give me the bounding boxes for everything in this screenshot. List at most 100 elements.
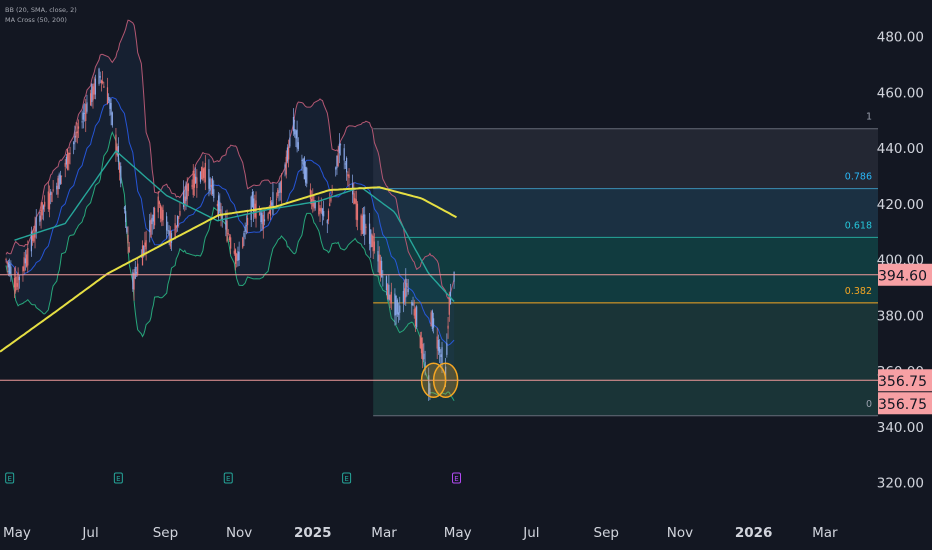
- candle-body: [208, 169, 210, 189]
- time-tick-label: Sep: [594, 525, 619, 541]
- candle-body: [319, 208, 321, 212]
- candle-body: [144, 242, 146, 247]
- candle-body: [123, 207, 125, 210]
- candle-body: [396, 299, 398, 315]
- time-tick-label: Sep: [153, 525, 178, 541]
- candle-body: [210, 184, 212, 187]
- candle-body: [430, 312, 432, 327]
- candle-body: [414, 308, 417, 327]
- candle-body: [432, 318, 435, 328]
- candle-body: [228, 236, 231, 241]
- highlight-circles[interactable]: [420, 362, 459, 399]
- candle-body: [226, 220, 228, 242]
- candle-body: [145, 240, 147, 250]
- fibonacci-retracement[interactable]: 1 0.786 0.618 0.382 0: [373, 112, 878, 417]
- earnings-marker-label: E: [7, 475, 11, 483]
- price-tick-label: 320.00: [877, 476, 924, 492]
- earnings-marker-label: E: [344, 475, 348, 483]
- candle-body: [182, 190, 185, 207]
- fib-zone: [373, 128, 878, 189]
- candle-body: [99, 76, 101, 78]
- time-axis[interactable]: May Jul Sep Nov 2025 Mar May Jul Sep Nov 2026 Mar: [3, 525, 838, 541]
- candle-body: [59, 175, 61, 184]
- candle-body: [57, 178, 59, 195]
- candle-body: [280, 180, 282, 193]
- horizontal-lines[interactable]: [0, 274, 878, 381]
- candle-body: [18, 276, 20, 281]
- candle-body: [158, 201, 161, 205]
- candle-body: [220, 209, 222, 218]
- candle-body: [102, 81, 104, 84]
- candle-body: [233, 250, 235, 254]
- candle-body: [82, 112, 84, 120]
- candle-body: [76, 131, 78, 134]
- candle-body: [423, 353, 425, 360]
- candle-body: [326, 220, 328, 224]
- candle-body: [30, 231, 33, 252]
- candle-body: [161, 207, 163, 222]
- price-tick-label: 480.00: [877, 30, 924, 46]
- price-tick-label: 420.00: [877, 197, 924, 213]
- candle-body: [303, 157, 305, 180]
- candle-body: [17, 272, 19, 290]
- candle-body: [306, 167, 308, 184]
- candle-body: [166, 216, 168, 231]
- candle-body: [310, 198, 313, 204]
- ma-cross-legend[interactable]: MA Cross (50, 200): [5, 16, 67, 24]
- price-axis[interactable]: 480.00460.00440.00420.00400.00380.00360.…: [877, 0, 932, 550]
- candle-body: [371, 234, 373, 247]
- candle-body: [337, 153, 339, 166]
- ma-200-line: [0, 186, 457, 353]
- candle-body: [133, 272, 135, 290]
- candle-body: [289, 137, 291, 147]
- candle-body: [327, 210, 330, 221]
- candle-body: [294, 129, 296, 135]
- candle-body: [23, 257, 25, 271]
- candle-body: [234, 249, 237, 264]
- candle-body: [203, 168, 205, 178]
- fib-zone: [373, 302, 878, 416]
- candle-body: [13, 278, 16, 288]
- earnings-marker-icon: [223, 472, 233, 484]
- candle-body: [271, 202, 273, 206]
- candle-body: [184, 196, 186, 204]
- candle-body: [245, 225, 247, 227]
- candle-body: [387, 284, 389, 300]
- price-tick-label: 380.00: [877, 308, 924, 324]
- candle-body: [162, 209, 164, 221]
- candle-body: [285, 156, 287, 175]
- candle-body: [191, 185, 193, 187]
- candle-body: [16, 283, 18, 287]
- candle-body: [355, 199, 357, 220]
- candle-body: [110, 102, 112, 115]
- candle-body: [260, 209, 262, 223]
- candle-body: [108, 97, 110, 101]
- candle-body: [244, 226, 246, 232]
- candle-body: [354, 198, 356, 204]
- candle-body: [85, 104, 87, 121]
- candle-body: [40, 209, 42, 221]
- earnings-marker-icon: [5, 472, 15, 484]
- bb-legend[interactable]: BB (20, SMA, close, 2): [5, 6, 77, 14]
- bb-lower: [5, 131, 455, 401]
- candle-body: [83, 113, 86, 114]
- candle-body: [238, 251, 240, 261]
- candle-body: [338, 143, 340, 154]
- candle-body: [167, 230, 169, 232]
- candle-body: [296, 129, 298, 148]
- candle-body: [201, 166, 203, 180]
- candle-body: [377, 251, 379, 262]
- candle-body: [39, 215, 41, 222]
- candle-body: [209, 178, 211, 191]
- earnings-marker-icon: [113, 472, 123, 484]
- candle-body: [262, 214, 264, 229]
- candle-body: [41, 202, 43, 216]
- candle-body: [336, 155, 338, 169]
- candle-body: [168, 230, 170, 236]
- candle-body: [91, 83, 93, 103]
- candle-body: [318, 201, 320, 215]
- candle-body: [73, 142, 75, 145]
- candle-body: [295, 130, 297, 139]
